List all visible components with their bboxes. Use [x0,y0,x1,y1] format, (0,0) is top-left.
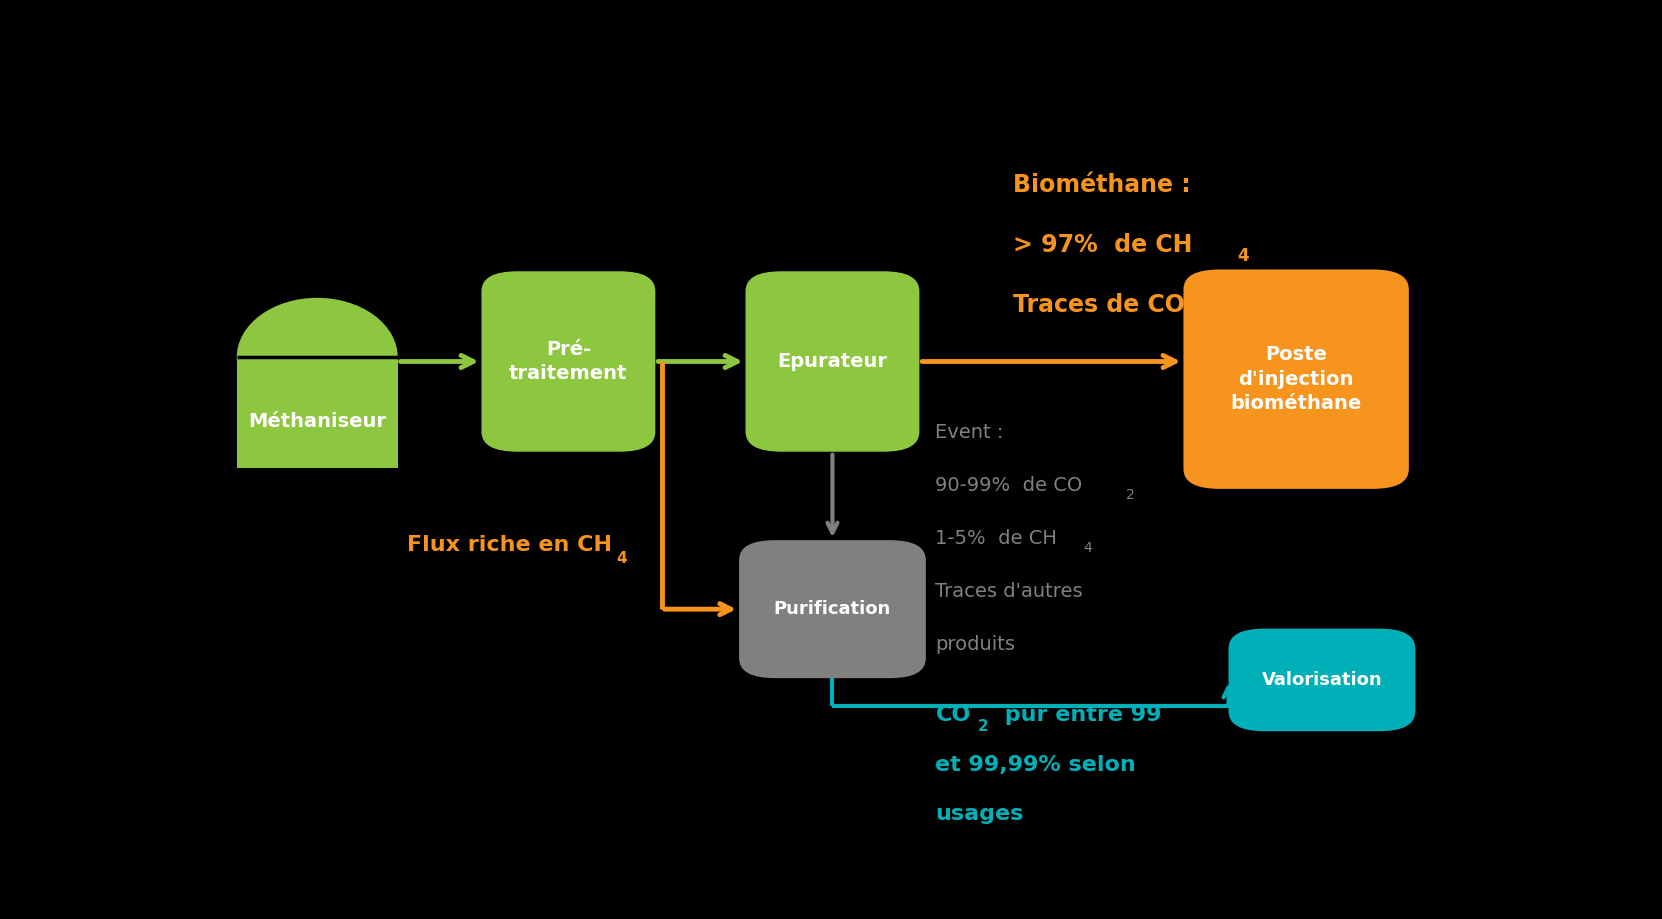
Text: 4: 4 [617,550,627,566]
FancyBboxPatch shape [746,271,919,452]
Text: produits: produits [936,635,1015,654]
Text: 2: 2 [1127,488,1135,502]
FancyBboxPatch shape [236,357,397,468]
Text: 2: 2 [977,720,989,734]
Text: Valorisation: Valorisation [1261,671,1383,689]
Text: Epurateur: Epurateur [778,352,888,371]
Text: 1-5%  de CH: 1-5% de CH [936,529,1057,548]
FancyBboxPatch shape [1183,269,1409,489]
FancyBboxPatch shape [1228,629,1416,732]
FancyBboxPatch shape [740,540,926,678]
Text: Pré-
traitement: Pré- traitement [509,340,628,383]
Text: et 99,99% selon: et 99,99% selon [936,754,1137,775]
Text: Event :: Event : [936,423,1004,442]
Text: pur entre 99: pur entre 99 [997,705,1162,725]
Text: 4: 4 [1084,541,1092,555]
Text: Biométhane :: Biométhane : [1012,173,1190,197]
Text: CO: CO [936,705,971,725]
Ellipse shape [236,298,397,416]
Text: Traces de CO: Traces de CO [1012,293,1185,317]
Text: > 97%  de CH: > 97% de CH [1012,233,1192,256]
Text: 2: 2 [1222,307,1233,325]
Text: usages: usages [936,804,1024,824]
Text: Poste
d'injection
biométhane: Poste d'injection biométhane [1230,346,1361,413]
Text: 4: 4 [1237,247,1248,265]
FancyBboxPatch shape [482,271,655,452]
Text: Traces d'autres: Traces d'autres [936,582,1084,601]
Text: Flux riche en CH: Flux riche en CH [407,536,612,555]
Text: Purification: Purification [774,600,891,618]
Text: Méthaniseur: Méthaniseur [248,412,386,431]
Text: 90-99%  de CO: 90-99% de CO [936,476,1082,494]
